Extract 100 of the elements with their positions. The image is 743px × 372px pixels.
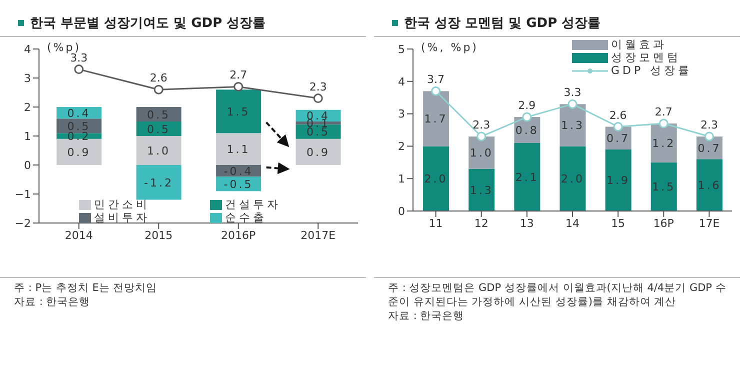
y-tick-label: 4 <box>24 42 31 56</box>
x-tick-label: 14 <box>566 216 580 230</box>
legend-label: 민간소비 <box>94 198 150 211</box>
data-label: 1.5 <box>652 180 676 194</box>
data-label: 0.7 <box>606 132 630 146</box>
chart-title: 한국 부문별 성장기여도 및 GDP 성장률 <box>30 15 266 32</box>
y-tick-label: 4 <box>398 75 405 88</box>
bar <box>136 122 182 136</box>
x-tick-label: 15 <box>611 216 626 230</box>
data-label: 0.8 <box>515 124 539 137</box>
bar <box>605 149 632 211</box>
data-label: 2.3 <box>700 118 718 132</box>
bar <box>468 168 495 211</box>
data-label: 0.9 <box>67 146 91 159</box>
data-label: 3.7 <box>427 73 445 86</box>
point <box>568 99 578 109</box>
point <box>234 82 244 92</box>
data-label: 1.9 <box>606 174 630 188</box>
point <box>522 112 532 122</box>
point <box>154 84 164 94</box>
bar <box>136 136 182 165</box>
text: 주 : 성장모멘텀은 GDP 성장률에서 이월효과(지난해 4/4분기 GDP 수준이 유지된다는 가정하에 시산된 성장률)를 채감하여 계산 <box>388 281 728 309</box>
data-label: -1.2 <box>144 176 174 190</box>
data-label: 2.6 <box>609 108 627 122</box>
y-tick-label: 2 <box>398 140 405 154</box>
bar <box>696 159 722 211</box>
x-tick-label: 2014 <box>64 228 93 242</box>
x-tick-label: 2015 <box>144 228 173 242</box>
text: 주 : P는 추정치 E는 전망치임 <box>14 281 158 295</box>
y-tick-label: 3 <box>398 108 405 121</box>
data-label: 0.5 <box>147 122 171 136</box>
data-label: 0.4 <box>67 106 91 120</box>
bar <box>650 124 677 162</box>
y-tick-label: 3 <box>24 72 31 85</box>
point <box>613 122 623 132</box>
text: 자료 : 한국은행 <box>14 295 92 309</box>
y-tick-label: 0 <box>398 204 405 218</box>
y-axis-title: (%, %p) <box>421 41 478 54</box>
data-label: 1.0 <box>470 146 494 160</box>
bar <box>514 142 540 211</box>
data-label: 2.6 <box>150 72 168 85</box>
y-axis-title: (%p) <box>47 41 82 54</box>
data-label: 0.7 <box>698 142 722 155</box>
x-tick-label: 2016P <box>221 228 256 242</box>
bar <box>468 136 495 169</box>
x-tick-label: 17E <box>698 216 720 230</box>
bar <box>136 107 182 122</box>
bar <box>560 146 586 211</box>
data-label: 2.0 <box>424 172 448 186</box>
x-tick-label: 12 <box>474 216 488 230</box>
data-label: 2.1 <box>515 170 539 184</box>
bar <box>423 91 450 146</box>
chart-title: 한국 성장 모멘텀 및 GDP 성장률 <box>404 15 601 32</box>
y-tick-label: 1 <box>398 172 405 186</box>
y-tick-label: −2 <box>14 216 31 230</box>
data-label: 3.3 <box>70 51 88 64</box>
y-tick-label: 0 <box>24 158 31 172</box>
point <box>658 118 668 128</box>
bar <box>423 146 450 211</box>
data-label: 2.9 <box>518 99 536 112</box>
y-tick-label: 1 <box>24 130 31 143</box>
data-label: -0.5 <box>224 178 254 191</box>
bar <box>296 138 341 165</box>
data-label: 2.7 <box>654 106 672 119</box>
legend-label: 설비투자 <box>94 211 150 224</box>
data-label: 0.9 <box>306 146 330 159</box>
point <box>704 132 714 142</box>
point <box>74 64 84 74</box>
y-tick-label: 5 <box>398 42 405 56</box>
data-label: 1.0 <box>147 144 171 158</box>
data-label: 1.3 <box>560 119 584 132</box>
bar <box>216 133 262 165</box>
data-label: 2.0 <box>560 172 584 186</box>
legend-label: 이월효과 <box>611 38 667 51</box>
bar <box>216 176 262 192</box>
point <box>313 94 323 104</box>
legend-label: GDP 성장률 <box>611 64 692 77</box>
data-label: 2.3 <box>309 80 327 94</box>
x-tick-label: 13 <box>520 216 534 230</box>
data-label: 2.7 <box>230 68 248 82</box>
data-label: 1.5 <box>226 105 250 118</box>
y-tick-label: −1 <box>14 188 31 201</box>
data-label: 3.3 <box>564 86 582 100</box>
x-tick-label: 2017E <box>300 228 336 242</box>
x-tick-label: 11 <box>428 216 443 230</box>
data-label: 0.5 <box>147 108 171 122</box>
data-label: 1.1 <box>226 143 250 156</box>
legend-label: 순수출 <box>225 211 267 224</box>
data-label: 2.3 <box>472 118 490 132</box>
bar <box>56 138 102 165</box>
y-tick-label: 2 <box>24 100 31 114</box>
legend-label: 건설투자 <box>225 198 281 211</box>
legend-label: 성장모멘텀 <box>611 51 681 64</box>
data-label: -0.4 <box>224 164 254 178</box>
bar <box>136 165 182 200</box>
point <box>431 86 441 96</box>
x-tick-label: 16P <box>653 216 674 230</box>
data-label: 1.6 <box>698 179 722 192</box>
bar <box>216 90 262 134</box>
point <box>476 132 486 142</box>
